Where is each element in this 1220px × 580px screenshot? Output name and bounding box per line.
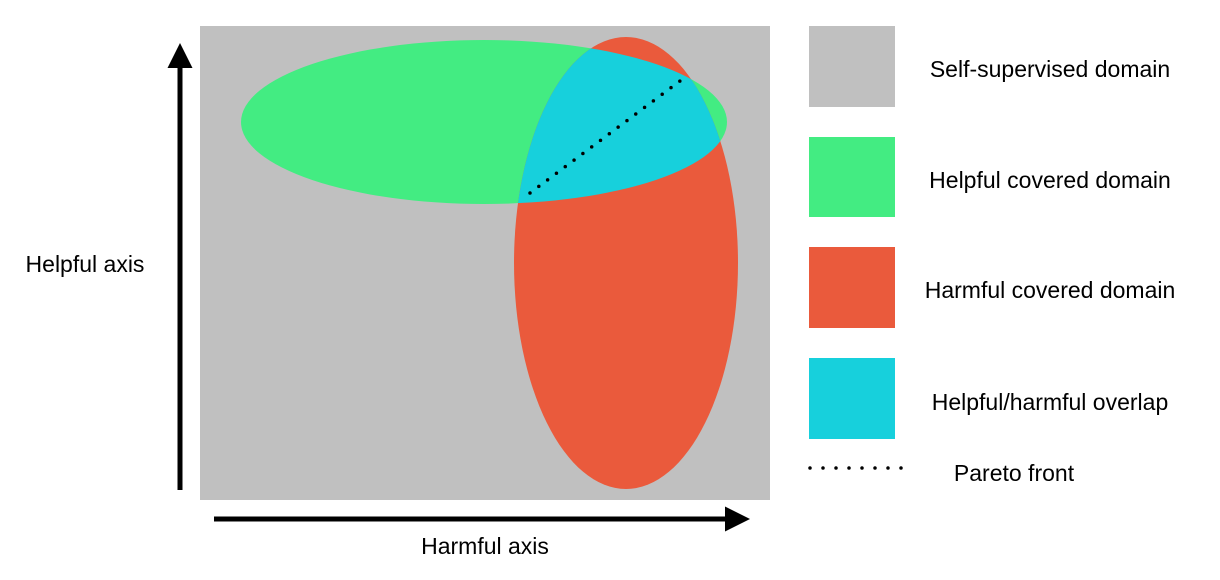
pareto-front-line <box>528 73 690 195</box>
legend: Self-supervised domain Helpful covered d… <box>808 26 1175 486</box>
y-axis-label: Helpful axis <box>26 251 145 277</box>
legend-swatch-overlap <box>809 358 895 439</box>
helpful-harmful-overlap <box>514 40 727 204</box>
legend-swatch-self-supervised <box>809 26 895 107</box>
legend-label-harmful: Harmful covered domain <box>925 277 1176 303</box>
legend-label-self-supervised: Self-supervised domain <box>930 56 1170 82</box>
legend-item-overlap: Helpful/harmful overlap <box>809 358 1168 439</box>
legend-item-pareto: Pareto front <box>808 460 1075 486</box>
legend-item-self-supervised: Self-supervised domain <box>809 26 1170 107</box>
legend-item-harmful: Harmful covered domain <box>809 247 1175 328</box>
legend-label-overlap: Helpful/harmful overlap <box>932 389 1169 415</box>
legend-label-pareto: Pareto front <box>954 460 1075 486</box>
x-axis-label: Harmful axis <box>421 533 549 559</box>
legend-label-helpful: Helpful covered domain <box>929 167 1171 193</box>
legend-swatch-helpful <box>809 137 895 217</box>
legend-item-helpful: Helpful covered domain <box>809 137 1171 217</box>
legend-swatch-harmful <box>809 247 895 328</box>
